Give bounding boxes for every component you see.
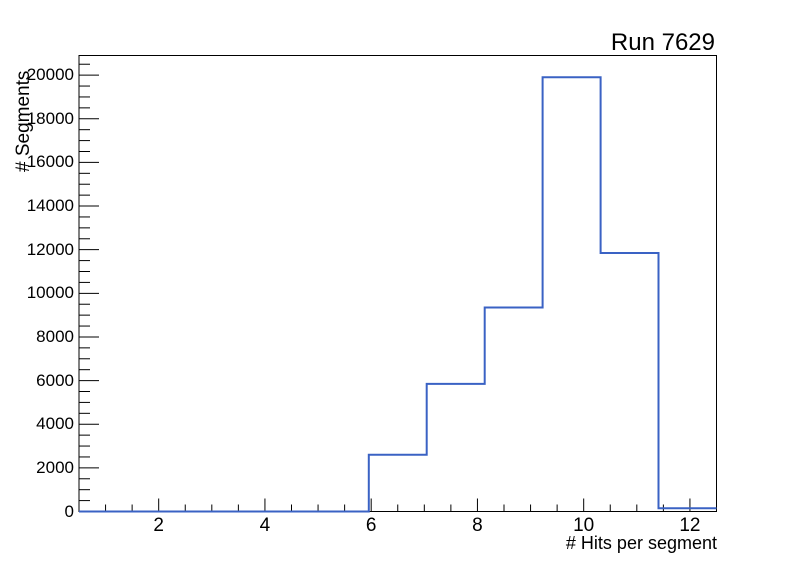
y-tick-label: 2000 <box>36 457 74 477</box>
y-tick-label: 4000 <box>36 414 74 434</box>
y-tick-label: 12000 <box>26 239 74 259</box>
y-tick-label: 8000 <box>36 326 74 346</box>
x-tick-label: 8 <box>472 514 483 536</box>
y-tick-label: 16000 <box>26 152 74 172</box>
y-tick-label: 10000 <box>26 283 74 303</box>
x-tick-label: 12 <box>679 514 701 536</box>
plot-frame <box>78 55 717 512</box>
x-tick-label: 2 <box>153 514 164 536</box>
histogram-line <box>79 76 717 513</box>
x-tick-label: 6 <box>365 514 377 536</box>
y-tick-label: 6000 <box>36 370 74 390</box>
x-axis-title: # Hits per segment <box>565 533 717 553</box>
chart-title: Run 7629 <box>610 29 715 56</box>
y-tick-label: 14000 <box>26 196 74 216</box>
y-tick-label: 20000 <box>26 65 74 85</box>
y-tick-label: 0 <box>64 501 74 521</box>
x-tick-label: 10 <box>573 514 595 536</box>
y-tick-label: 18000 <box>26 108 74 128</box>
x-tick-label: 4 <box>259 514 271 536</box>
